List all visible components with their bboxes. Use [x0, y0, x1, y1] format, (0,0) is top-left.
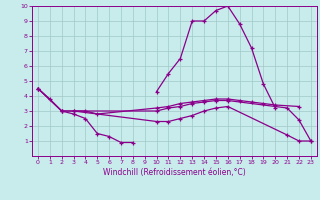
X-axis label: Windchill (Refroidissement éolien,°C): Windchill (Refroidissement éolien,°C) [103, 168, 246, 177]
